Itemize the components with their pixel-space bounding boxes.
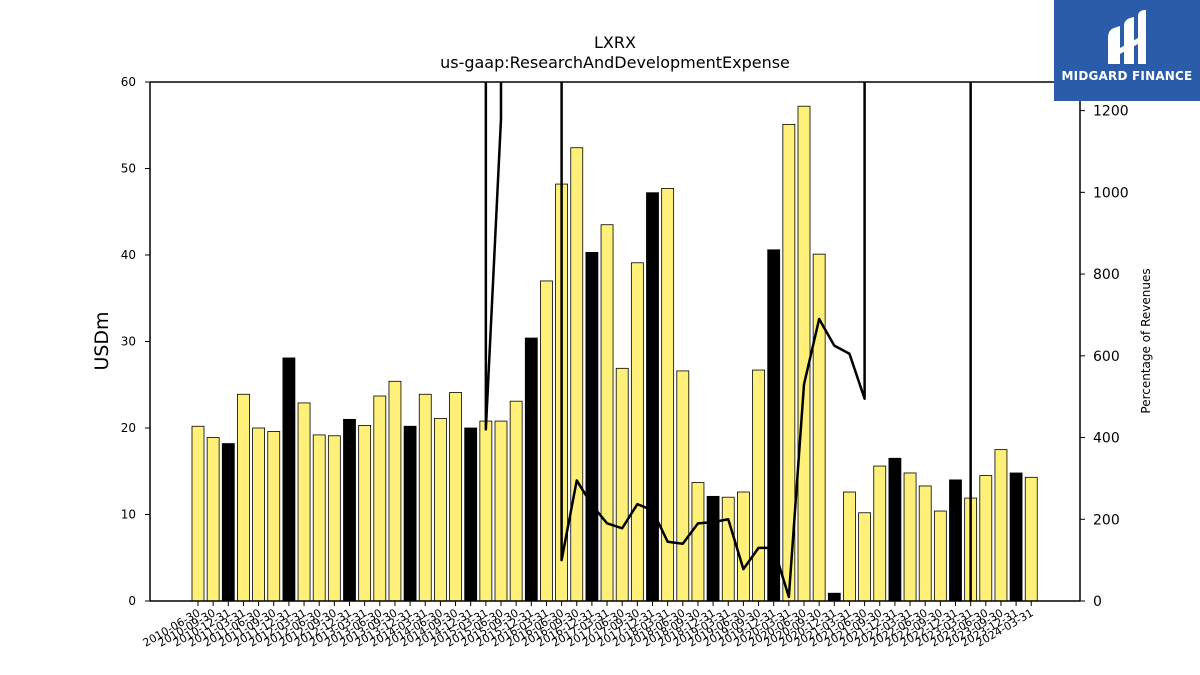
bar [418,393,432,602]
bar [388,380,402,602]
bar [979,475,993,602]
bar [494,420,508,602]
y2-tick-label: 800 [1093,267,1120,283]
bar [676,370,690,602]
bar [540,280,553,602]
bar [858,512,871,602]
bar [827,592,841,602]
bar [267,431,281,602]
bar [752,369,765,602]
bar [252,427,266,602]
bar [585,252,599,602]
bar [691,482,705,602]
bar [630,262,644,602]
y-axis-label: USDm [91,311,113,370]
brand-logo: MIDGARD FINANCE [1054,0,1200,101]
bar [615,367,629,602]
y-tick-label: 60 [121,75,136,89]
chart-title: LXRX [594,33,636,52]
y-tick-label: 40 [121,248,136,262]
bar [797,105,811,602]
bar [812,253,826,602]
y-tick-label: 30 [121,335,136,349]
bar [646,192,659,602]
y-tick-label: 20 [121,421,136,435]
bar [343,418,356,602]
bar [464,427,478,602]
bar [403,425,417,602]
bar [737,491,750,602]
y2-axis-label: Percentage of Revenues [1139,268,1153,413]
bar [358,424,372,602]
bar [994,449,1008,602]
bar [327,435,341,602]
chart-subtitle: us-gaap:ResearchAndDevelopmentExpense [440,53,790,72]
bar [600,224,614,602]
bar [903,472,917,602]
bar [888,457,902,602]
bar [524,337,538,602]
bar [873,465,887,602]
bar [237,393,250,602]
y2-tick-label: 400 [1093,431,1120,447]
y-tick-label: 0 [128,594,136,608]
bar [706,495,720,602]
y2-tick-label: 200 [1093,512,1120,528]
bar [312,434,326,602]
bar [449,392,462,602]
bar [1009,472,1023,602]
bar [373,395,387,602]
logo-mark-icon [1108,10,1146,64]
y2-tick-label: 1200 [1093,104,1129,120]
bar [933,510,947,602]
y-tick-label: 50 [121,162,136,176]
bar [949,479,962,602]
bar [191,425,205,602]
logo-text: MIDGARD FINANCE [1061,69,1193,83]
bar [721,496,735,602]
y2-tick-label: 0 [1093,594,1102,610]
bar [282,357,296,602]
bar [206,437,220,602]
bar [843,491,856,602]
bar [1024,476,1038,602]
bar [433,418,447,602]
bar [297,402,311,602]
bar [570,147,584,602]
y2-tick-label: 600 [1093,349,1120,365]
pct-revenue-line [484,82,972,601]
bar [479,420,493,602]
bar [918,485,932,602]
bar [221,443,235,602]
y2-tick-label: 1000 [1093,185,1129,201]
y-tick-label: 10 [121,508,136,522]
bar [509,400,523,602]
